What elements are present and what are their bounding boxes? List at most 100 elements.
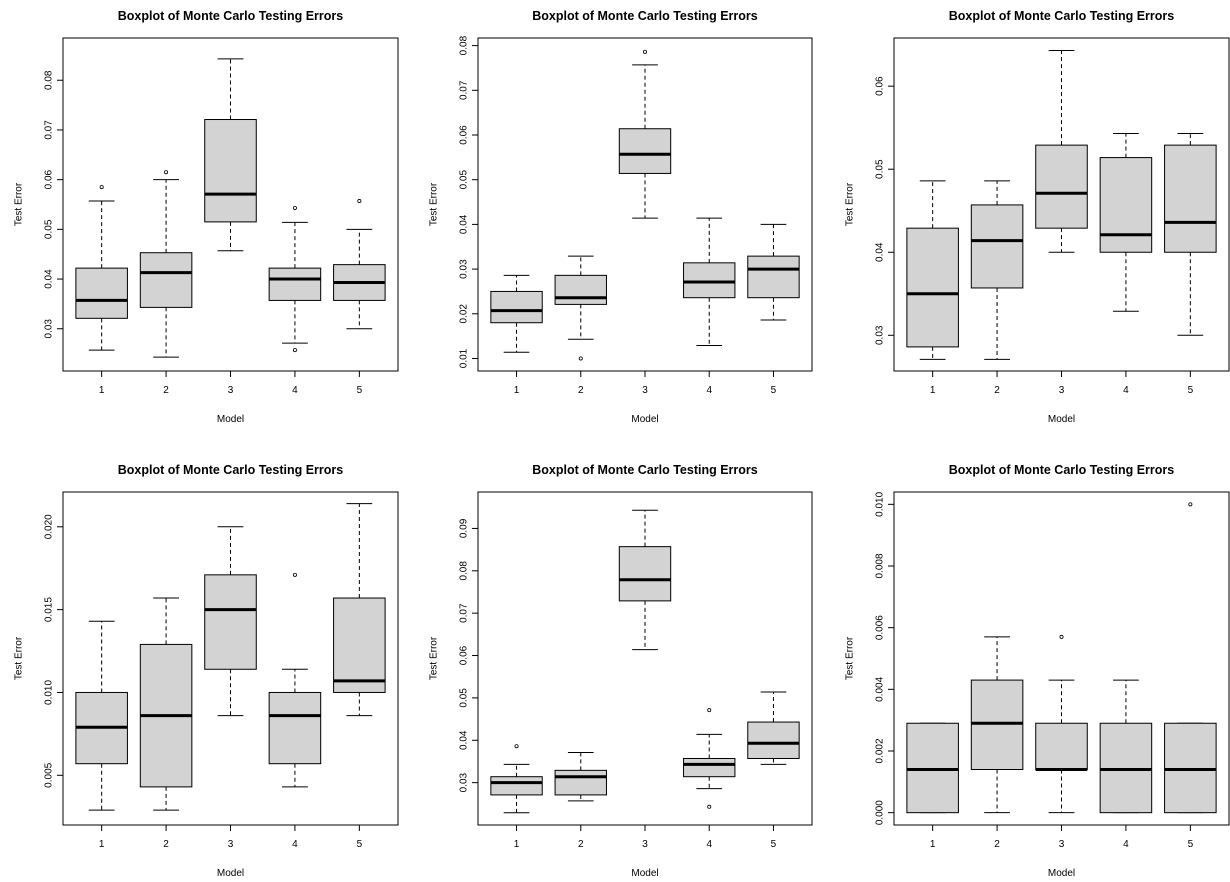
iqr-box: [1164, 722, 1217, 814]
y-tick-label: 0.002: [875, 738, 886, 763]
y-tick-label: 0.004: [875, 676, 886, 701]
x-tick-label: 1: [930, 839, 936, 850]
outlier-point: [292, 348, 297, 353]
x-tick-label: 4: [706, 839, 712, 850]
box-model-1: [906, 722, 959, 814]
x-tick-label: 4: [292, 839, 298, 850]
y-tick-label: 0.03: [44, 319, 55, 339]
outlier-point: [357, 199, 362, 204]
box-model-5: [1164, 502, 1217, 814]
y-tick-label: 0.015: [44, 597, 55, 622]
x-tick-label: 5: [357, 839, 363, 850]
iqr-box: [75, 267, 128, 319]
iqr-box: [490, 776, 543, 796]
x-tick-label: 4: [292, 385, 298, 396]
y-tick-label: 0.07: [459, 603, 470, 623]
y-axis-label: Test Error: [14, 182, 25, 226]
outlier-point: [1188, 502, 1193, 507]
outlier-point: [578, 356, 583, 361]
outlier-point: [1059, 634, 1064, 639]
x-tick-label: 5: [357, 385, 363, 396]
y-axis-label: Test Error: [14, 636, 25, 680]
outlier-point: [164, 170, 169, 175]
chart-title: Boxplot of Monte Carlo Testing Errors: [949, 9, 1175, 23]
x-tick-label: 3: [1059, 839, 1065, 850]
y-tick-label: 0.000: [875, 800, 886, 825]
iqr-box: [490, 290, 543, 324]
x-axis-label: Model: [631, 868, 658, 879]
x-tick-label: 4: [1123, 385, 1129, 396]
iqr-box: [683, 757, 736, 778]
chart-panel-3: Boxplot of Monte Carlo Testing Errors 0.0…: [845, 9, 1230, 425]
iqr-box: [1035, 722, 1088, 770]
chart-title: Boxplot of Monte Carlo Testing Errors: [118, 9, 344, 23]
iqr-box: [906, 227, 959, 348]
y-tick-label: 0.010: [44, 680, 55, 705]
outlier-point: [292, 572, 297, 577]
y-tick-label: 0.06: [875, 76, 886, 96]
y-tick-label: 0.07: [459, 80, 470, 100]
y-tick-label: 0.020: [44, 514, 55, 539]
x-tick-label: 4: [706, 385, 712, 396]
iqr-box: [618, 546, 672, 602]
box-model-2: [970, 636, 1024, 814]
y-tick-label: 0.006: [875, 615, 886, 640]
iqr-box: [970, 679, 1024, 770]
iqr-box: [139, 252, 193, 308]
x-tick-label: 4: [1123, 839, 1129, 850]
iqr-box: [747, 255, 800, 299]
y-axis-label: Test Error: [845, 182, 856, 226]
y-tick-label: 0.06: [459, 645, 470, 665]
y-axis-label: Test Error: [845, 636, 856, 680]
box-model-4: [683, 708, 736, 809]
iqr-box: [1035, 144, 1088, 229]
box-model-1: [75, 185, 128, 351]
box-model-2: [970, 180, 1024, 360]
x-tick-label: 3: [642, 839, 648, 850]
y-tick-label: 0.06: [44, 169, 55, 189]
y-tick-label: 0.06: [459, 125, 470, 145]
x-tick-label: 3: [228, 385, 234, 396]
y-tick-label: 0.04: [459, 214, 470, 234]
outlier-point: [99, 185, 104, 190]
y-tick-label: 0.08: [459, 561, 470, 581]
x-tick-label: 1: [514, 385, 520, 396]
y-tick-label: 0.02: [459, 304, 470, 324]
y-tick-label: 0.01: [459, 348, 470, 368]
x-tick-label: 3: [1059, 385, 1065, 396]
y-tick-label: 0.05: [459, 688, 470, 708]
x-tick-label: 2: [994, 385, 1000, 396]
x-axis-label: Model: [1048, 868, 1075, 879]
chart-panel-4: Boxplot of Monte Carlo Testing Errors 0.0…: [14, 463, 399, 879]
x-tick-label: 1: [514, 839, 520, 850]
x-tick-label: 3: [642, 385, 648, 396]
y-tick-label: 0.03: [459, 259, 470, 279]
iqr-box: [683, 262, 736, 299]
x-axis-label: Model: [1048, 414, 1075, 425]
outlier-point: [707, 708, 712, 713]
iqr-box: [970, 204, 1024, 289]
x-tick-label: 2: [578, 839, 584, 850]
box-model-2: [139, 170, 193, 358]
x-tick-label: 1: [99, 385, 105, 396]
box-model-3: [618, 49, 672, 219]
x-axis-label: Model: [217, 414, 244, 425]
outlier-point: [514, 744, 519, 749]
iqr-box: [268, 691, 322, 765]
box-model-5: [333, 199, 386, 330]
box-model-5: [747, 223, 800, 321]
y-tick-label: 0.05: [44, 219, 55, 239]
box-model-3: [618, 509, 672, 651]
iqr-box: [268, 267, 322, 301]
iqr-box: [204, 119, 257, 223]
y-tick-label: 0.05: [459, 170, 470, 190]
box-model-5: [1164, 132, 1217, 336]
y-tick-label: 0.04: [44, 269, 55, 289]
outlier-point: [707, 804, 712, 809]
y-tick-label: 0.03: [875, 325, 886, 345]
y-tick-label: 0.03: [459, 772, 470, 792]
chart-title: Boxplot of Monte Carlo Testing Errors: [532, 9, 758, 23]
iqr-box: [1099, 722, 1153, 814]
y-tick-label: 0.05: [875, 159, 886, 179]
